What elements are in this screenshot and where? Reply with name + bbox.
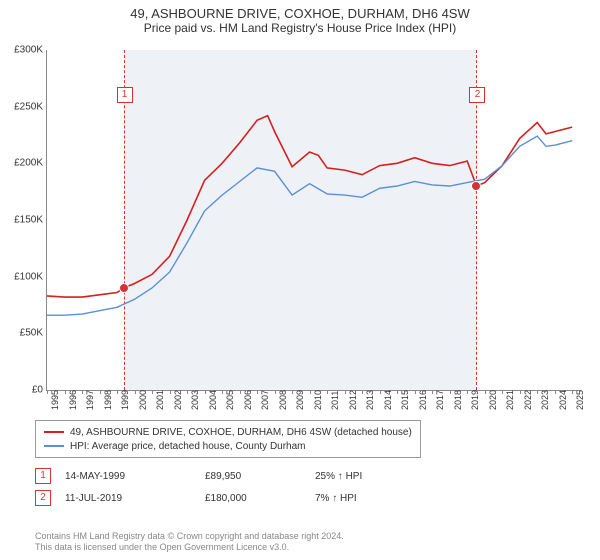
xtick: 2011 <box>330 391 340 410</box>
subtitle: Price paid vs. HM Land Registry's House … <box>0 21 600 39</box>
xtick: 2008 <box>278 390 288 410</box>
marker-box: 2 <box>469 87 485 103</box>
footer: Contains HM Land Registry data © Crown c… <box>35 531 344 554</box>
legend: 49, ASHBOURNE DRIVE, COXHOE, DURHAM, DH6… <box>35 420 421 458</box>
sale-dot <box>119 283 129 293</box>
xtick: 2014 <box>383 390 393 410</box>
xtick: 2010 <box>313 390 323 410</box>
xtick: 2006 <box>243 390 253 410</box>
xtick: 2019 <box>470 390 480 410</box>
ytick: £250K <box>3 101 43 112</box>
xtick: 2015 <box>400 390 410 410</box>
marker-box: 1 <box>117 87 133 103</box>
chart-area: £0£50K£100K£150K£200K£250K£300K199519961… <box>46 50 581 391</box>
legend-swatch <box>44 431 64 433</box>
ytick: £0 <box>3 385 43 396</box>
xtick: 2007 <box>260 390 270 410</box>
sale-row-1: 1 14-MAY-1999 £89,950 25% ↑ HPI <box>35 468 435 484</box>
xtick: 1995 <box>50 390 60 410</box>
sale-marker-1: 1 <box>35 468 51 484</box>
xtick: 2003 <box>190 390 200 410</box>
xtick: 2021 <box>505 390 515 410</box>
chart-container: 49, ASHBOURNE DRIVE, COXHOE, DURHAM, DH6… <box>0 0 600 560</box>
sale-price-2: £180,000 <box>205 493 315 504</box>
xtick: 2013 <box>365 390 375 410</box>
xtick: 2024 <box>558 390 568 410</box>
xtick: 1998 <box>103 390 113 410</box>
sale-price-1: £89,950 <box>205 471 315 482</box>
xtick: 2022 <box>523 390 533 410</box>
ytick: £100K <box>3 271 43 282</box>
xtick: 2018 <box>453 390 463 410</box>
xtick: 2002 <box>173 390 183 410</box>
series-red <box>47 116 572 297</box>
xtick: 2016 <box>418 390 428 410</box>
footer-l2: This data is licensed under the Open Gov… <box>35 542 344 554</box>
xtick: 1996 <box>68 390 78 410</box>
xtick: 2017 <box>435 390 445 410</box>
ytick: £150K <box>3 215 43 226</box>
xtick: 2023 <box>540 390 550 410</box>
sale-diff-2: 7% ↑ HPI <box>315 493 435 504</box>
legend-row: HPI: Average price, detached house, Coun… <box>44 439 412 453</box>
xtick: 2001 <box>155 390 165 410</box>
xtick: 2005 <box>225 390 235 410</box>
legend-label: 49, ASHBOURNE DRIVE, COXHOE, DURHAM, DH6… <box>70 427 412 438</box>
xtick: 2012 <box>348 390 358 410</box>
xtick: 2000 <box>138 390 148 410</box>
footer-l1: Contains HM Land Registry data © Crown c… <box>35 531 344 543</box>
legend-swatch <box>44 445 64 447</box>
legend-label: HPI: Average price, detached house, Coun… <box>70 441 306 452</box>
ytick: £300K <box>3 45 43 56</box>
sale-diff-1: 25% ↑ HPI <box>315 471 435 482</box>
sale-dot <box>471 181 481 191</box>
xtick: 2020 <box>488 390 498 410</box>
xtick: 2025 <box>575 390 585 410</box>
xtick: 1997 <box>85 390 95 410</box>
sale-date-1: 14-MAY-1999 <box>65 471 205 482</box>
sale-row-2: 2 11-JUL-2019 £180,000 7% ↑ HPI <box>35 490 435 506</box>
xtick: 1999 <box>120 390 130 410</box>
ytick: £200K <box>3 158 43 169</box>
sale-marker-2: 2 <box>35 490 51 506</box>
xtick: 2009 <box>295 390 305 410</box>
title: 49, ASHBOURNE DRIVE, COXHOE, DURHAM, DH6… <box>0 0 600 21</box>
xtick: 2004 <box>208 390 218 410</box>
legend-row: 49, ASHBOURNE DRIVE, COXHOE, DURHAM, DH6… <box>44 425 412 439</box>
ytick: £50K <box>3 328 43 339</box>
sale-date-2: 11-JUL-2019 <box>65 493 205 504</box>
